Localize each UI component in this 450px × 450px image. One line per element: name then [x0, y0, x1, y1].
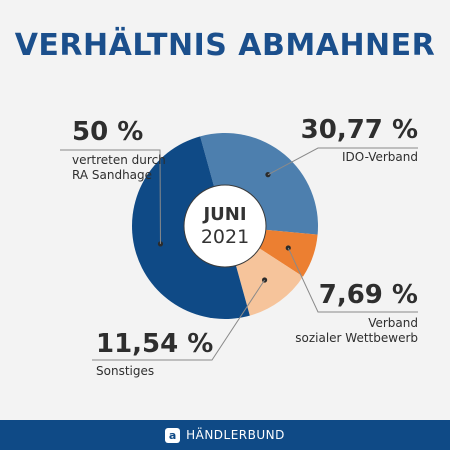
leader-dot	[285, 245, 291, 251]
chart-title: VERHÄLTNIS ABMAHNER	[14, 28, 436, 63]
slice-value-label: 7,69 %	[319, 280, 418, 310]
slice-value-label: 11,54 %	[96, 329, 213, 359]
center-circle	[183, 184, 267, 268]
footer-bar: a HÄNDLERBUND	[0, 420, 450, 450]
slice-category-label: Sonstiges	[96, 364, 154, 378]
slice-category-label: RA Sandhage	[72, 168, 152, 182]
haendlerbund-logo-icon: a	[165, 427, 181, 443]
leader-line	[267, 147, 418, 176]
center-month: JUNI	[201, 204, 246, 225]
slice-category-label: Verband	[368, 316, 418, 330]
slice-category-label: vertreten durch	[72, 153, 166, 167]
footer-brand: HÄNDLERBUND	[186, 428, 285, 442]
slice-category-label: sozialer Wettbewerb	[295, 331, 418, 345]
center-year: 2021	[201, 226, 249, 248]
slice-value-label: 30,77 %	[301, 115, 418, 145]
leader-line	[60, 149, 161, 244]
leader-line	[92, 279, 266, 361]
leader-line	[287, 247, 418, 313]
slice-category-label: IDO-Verband	[342, 150, 418, 164]
slice-value-label: 50 %	[72, 117, 143, 147]
pie-chart: 30,77 % IDO-Verband 7,69 % Verbandsozialer …	[60, 115, 418, 378]
